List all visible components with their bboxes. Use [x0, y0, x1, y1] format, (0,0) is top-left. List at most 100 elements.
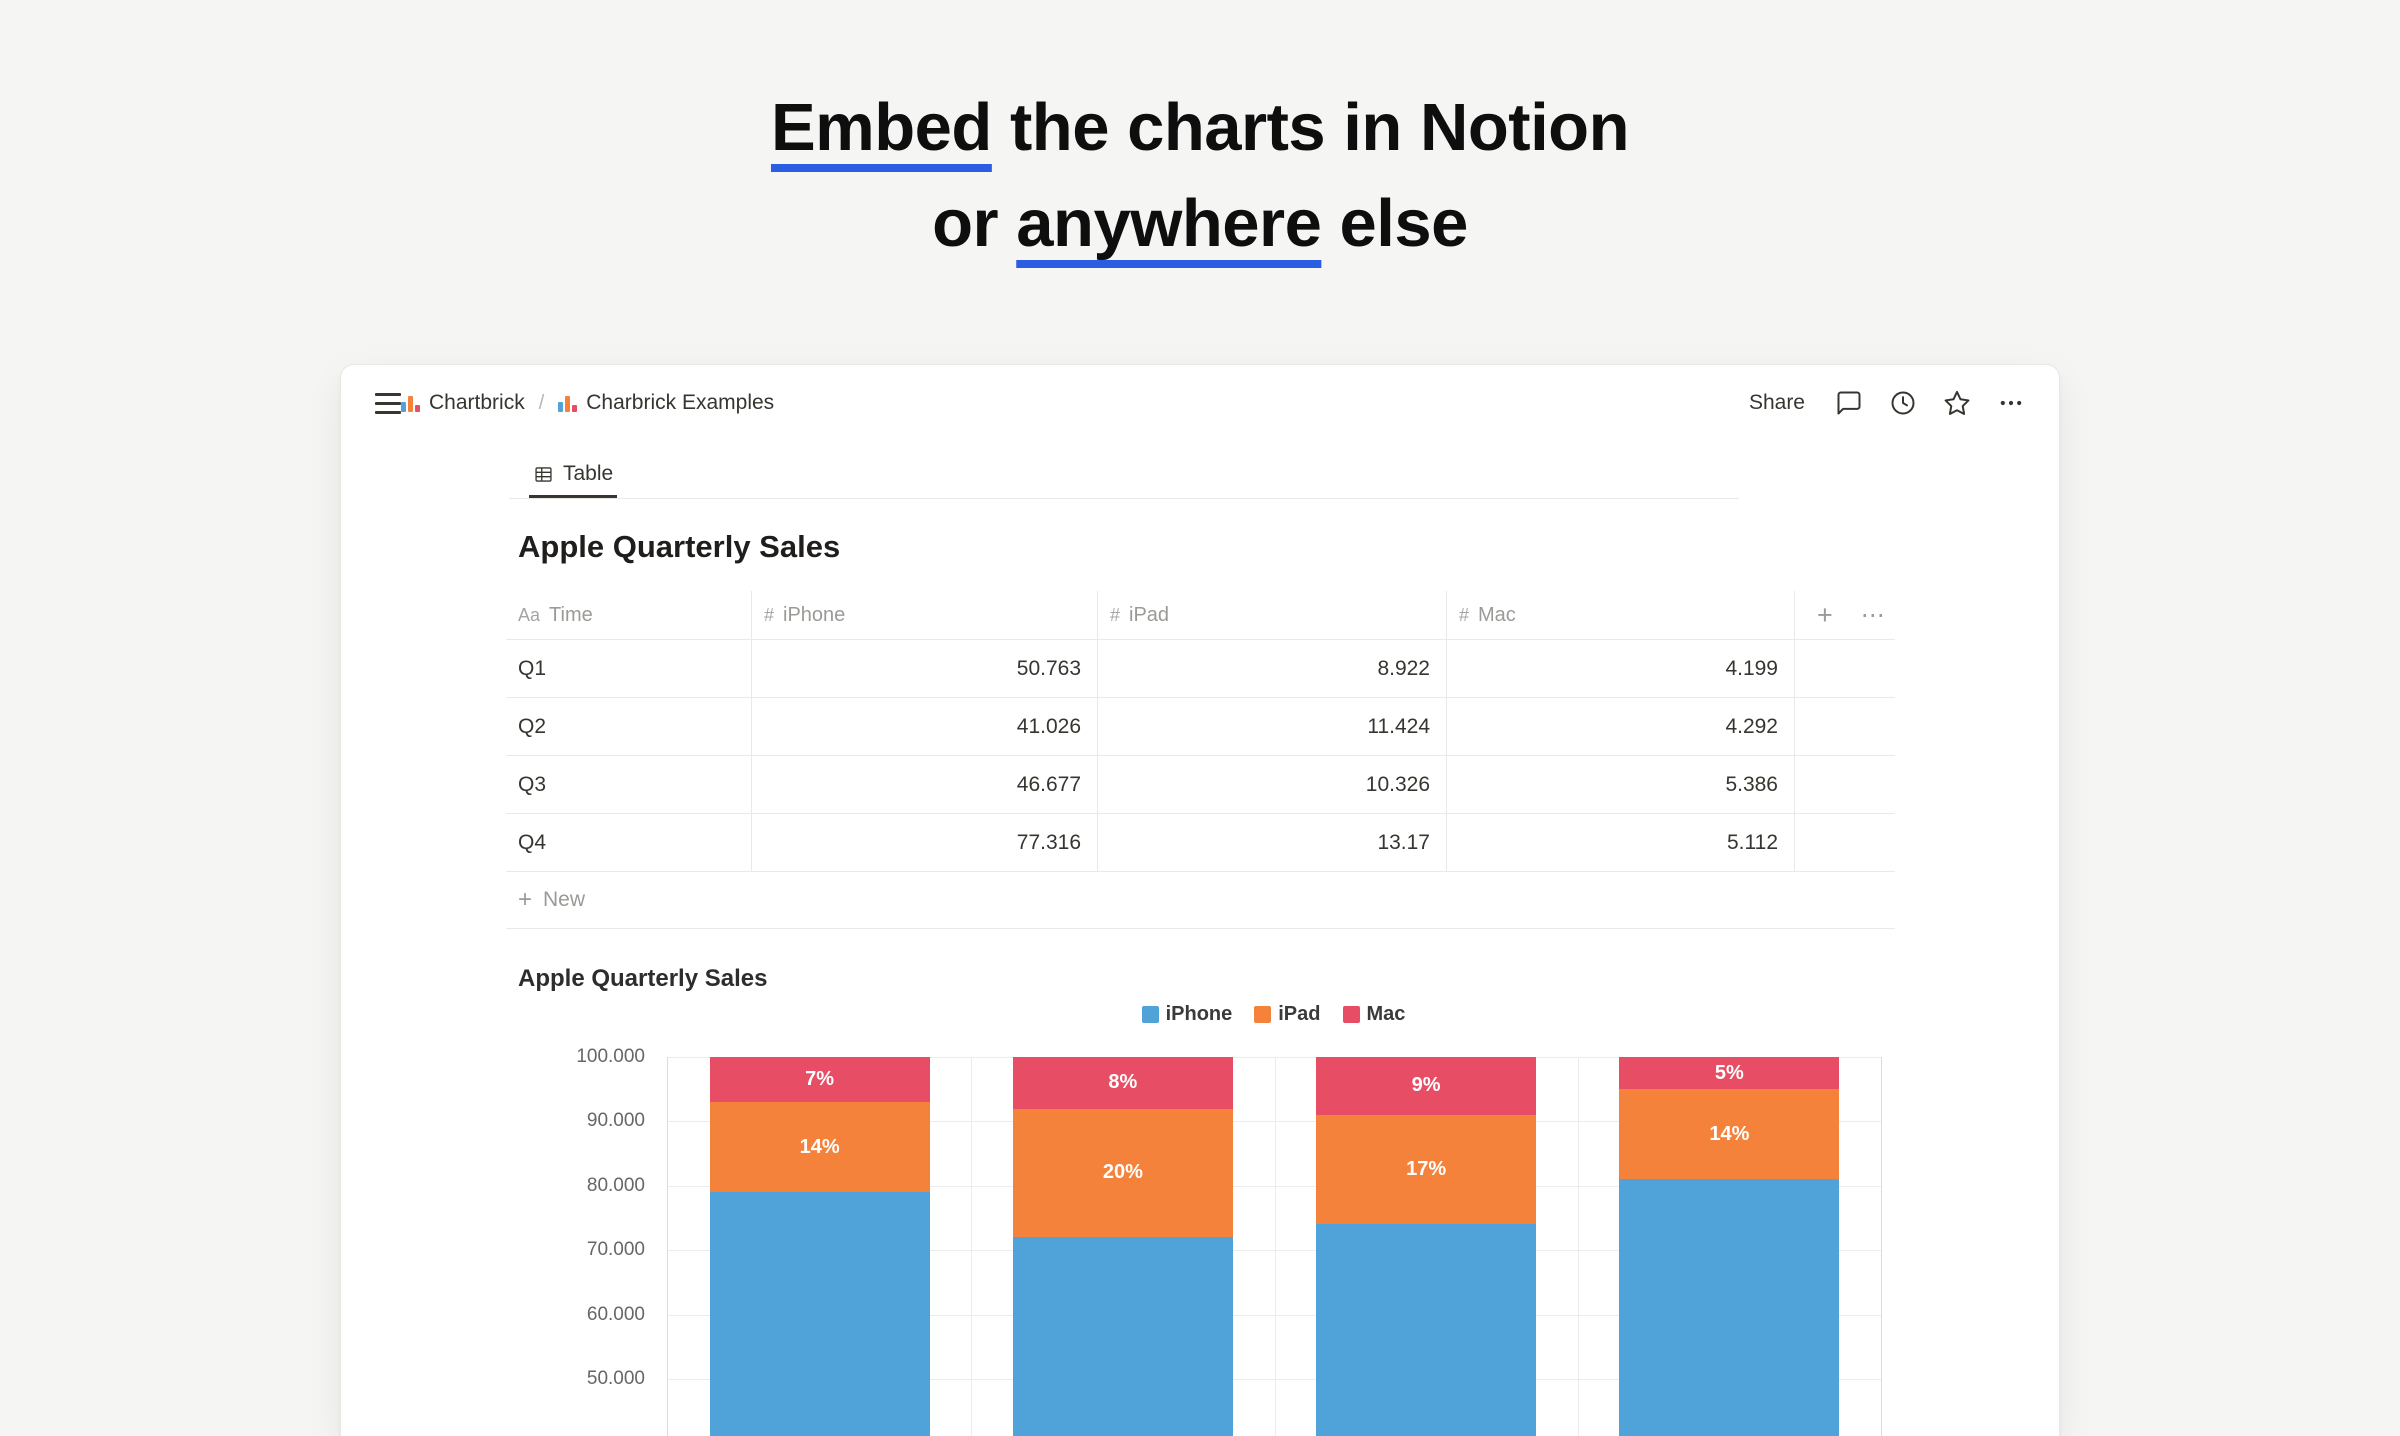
number-cell[interactable]: 8.922 — [1098, 640, 1447, 697]
legend-swatch — [1254, 1006, 1272, 1023]
segment-iphone — [1316, 1224, 1537, 1436]
hero-word-anywhere: anywhere — [1016, 186, 1322, 261]
tab-table[interactable]: Table — [529, 453, 618, 498]
number-cell[interactable]: 77.316 — [752, 814, 1098, 871]
segment-iphone — [709, 1192, 930, 1436]
breadcrumb-item-charbrick-examples[interactable]: Charbrick Examples — [558, 391, 774, 415]
legend-item-iphone[interactable]: iPhone — [1141, 1003, 1233, 1026]
table-row: Q2 41.026 11.424 4.292 — [506, 698, 1895, 756]
column-header-mac[interactable]: # Mac — [1447, 591, 1795, 639]
y-tick-label: 70.000 — [586, 1239, 645, 1261]
breadcrumb-label: Charbrick Examples — [586, 391, 775, 414]
chart-page-icon — [558, 394, 578, 412]
stacked-bar-q3: 9% 17% — [1316, 1057, 1537, 1436]
segment-ipad: 17% — [1316, 1114, 1537, 1225]
table-row: Q4 77.316 13.17 5.112 — [506, 814, 1895, 872]
breadcrumb-item-chartbrick[interactable]: Chartbrick — [401, 391, 525, 415]
number-column-icon: # — [1110, 604, 1121, 625]
segment-ipad: 20% — [1012, 1108, 1233, 1238]
add-column-button[interactable]: + — [1817, 599, 1833, 630]
column-header-label: Time — [549, 603, 593, 626]
column-header-time[interactable]: Aa Time — [506, 591, 752, 639]
number-column-icon: # — [1459, 604, 1470, 625]
breadcrumb-separator: / — [538, 391, 545, 414]
legend-item-ipad[interactable]: iPad — [1254, 1003, 1321, 1026]
number-cell[interactable]: 46.677 — [752, 756, 1098, 813]
column-header-label: iPad — [1129, 603, 1170, 626]
segment-ipad: 14% — [1619, 1089, 1840, 1180]
history-icon[interactable] — [1889, 389, 1917, 417]
legend-label: iPad — [1278, 1003, 1321, 1025]
column-header-ipad[interactable]: # iPad — [1098, 591, 1447, 639]
segment-mac: 8% — [1012, 1057, 1233, 1109]
table-row: Q3 46.677 10.326 5.386 — [506, 756, 1895, 814]
chart-legend: iPhone iPad Mac — [667, 1003, 1880, 1026]
column-header-label: iPhone — [783, 603, 846, 626]
y-tick-label: 60.000 — [586, 1303, 645, 1325]
stacked-bar-q2: 8% 20% — [1012, 1057, 1233, 1436]
chart-plot: 7% 14% 8% 20% 9% 17% 5% 14% — [667, 1057, 1882, 1436]
gridline-vertical — [971, 1057, 973, 1436]
plus-icon: + — [518, 886, 533, 913]
stacked-bar-q4: 5% 14% — [1619, 1057, 1840, 1436]
segment-mac: 5% — [1619, 1057, 1840, 1090]
segment-mac: 9% — [1316, 1057, 1537, 1115]
share-button[interactable]: Share — [1748, 391, 1805, 414]
number-cell[interactable]: 41.026 — [752, 698, 1098, 755]
hero-heading: Embed the charts in Notion or anywhere e… — [0, 80, 2400, 272]
segment-ipad: 14% — [709, 1102, 930, 1193]
database-table: Aa Time # iPhone # iPad # Mac + ⋯ Q1 50.763 8.922 4.1… — [506, 591, 1895, 929]
number-cell[interactable]: 4.199 — [1447, 640, 1795, 697]
legend-label: iPhone — [1165, 1003, 1233, 1025]
number-cell[interactable]: 4.292 — [1447, 698, 1795, 755]
number-cell[interactable]: 11.424 — [1098, 698, 1447, 755]
row-extra — [1795, 640, 1895, 697]
legend-swatch — [1141, 1006, 1159, 1023]
column-header-label: Mac — [1478, 603, 1516, 626]
chart-title: Apple Quarterly Sales — [518, 965, 768, 992]
time-cell[interactable]: Q4 — [506, 814, 752, 871]
gridline-vertical — [1274, 1057, 1276, 1436]
text-column-icon: Aa — [518, 604, 541, 625]
new-row-label: New — [543, 888, 586, 911]
time-cell[interactable]: Q2 — [506, 698, 752, 755]
number-cell[interactable]: 10.326 — [1098, 756, 1447, 813]
stacked-bar-q1: 7% 14% — [709, 1057, 930, 1436]
breadcrumb-label: Chartbrick — [429, 391, 525, 414]
table-icon — [535, 466, 552, 482]
star-icon[interactable] — [1943, 389, 1971, 417]
chart-page-icon — [401, 394, 420, 412]
time-cell[interactable]: Q1 — [506, 640, 752, 697]
y-tick-label: 50.000 — [586, 1368, 645, 1389]
time-cell[interactable]: Q3 — [506, 756, 752, 813]
row-extra — [1795, 756, 1895, 813]
hero-line-1: Embed the charts in Notion — [770, 90, 1630, 165]
table-more-button[interactable]: ⋯ — [1860, 601, 1887, 629]
table-header-row: Aa Time # iPhone # iPad # Mac + ⋯ — [506, 591, 1895, 640]
database-title: Apple Quarterly Sales — [518, 529, 841, 564]
hero-line-2: or anywhere else — [932, 186, 1468, 261]
y-tick-label: 80.000 — [586, 1174, 645, 1196]
notion-window: Chartbrick / Charbrick Examples Share Ta… — [340, 364, 2060, 1436]
menu-icon[interactable] — [375, 392, 401, 414]
more-icon[interactable] — [1997, 389, 2025, 417]
y-tick-label: 100.000 — [576, 1046, 645, 1067]
legend-item-mac[interactable]: Mac — [1342, 1003, 1406, 1026]
view-tabs: Table — [509, 453, 1739, 499]
gridline-vertical — [1577, 1057, 1579, 1436]
segment-iphone — [1619, 1179, 1840, 1436]
column-header-iphone[interactable]: # iPhone — [752, 591, 1098, 639]
legend-label: Mac — [1366, 1003, 1406, 1025]
number-cell[interactable]: 5.386 — [1447, 756, 1795, 813]
number-cell[interactable]: 5.112 — [1447, 814, 1795, 871]
legend-swatch — [1342, 1006, 1360, 1023]
number-cell[interactable]: 50.763 — [752, 640, 1098, 697]
number-cell[interactable]: 13.17 — [1098, 814, 1447, 871]
comment-icon[interactable] — [1835, 389, 1863, 417]
segment-mac: 7% — [709, 1057, 930, 1103]
header-extra: + ⋯ — [1795, 591, 1895, 639]
new-row-button[interactable]: + New — [506, 872, 1895, 929]
number-column-icon: # — [764, 604, 775, 625]
y-tick-label: 90.000 — [586, 1110, 645, 1132]
table-row: Q1 50.763 8.922 4.199 — [506, 640, 1895, 698]
